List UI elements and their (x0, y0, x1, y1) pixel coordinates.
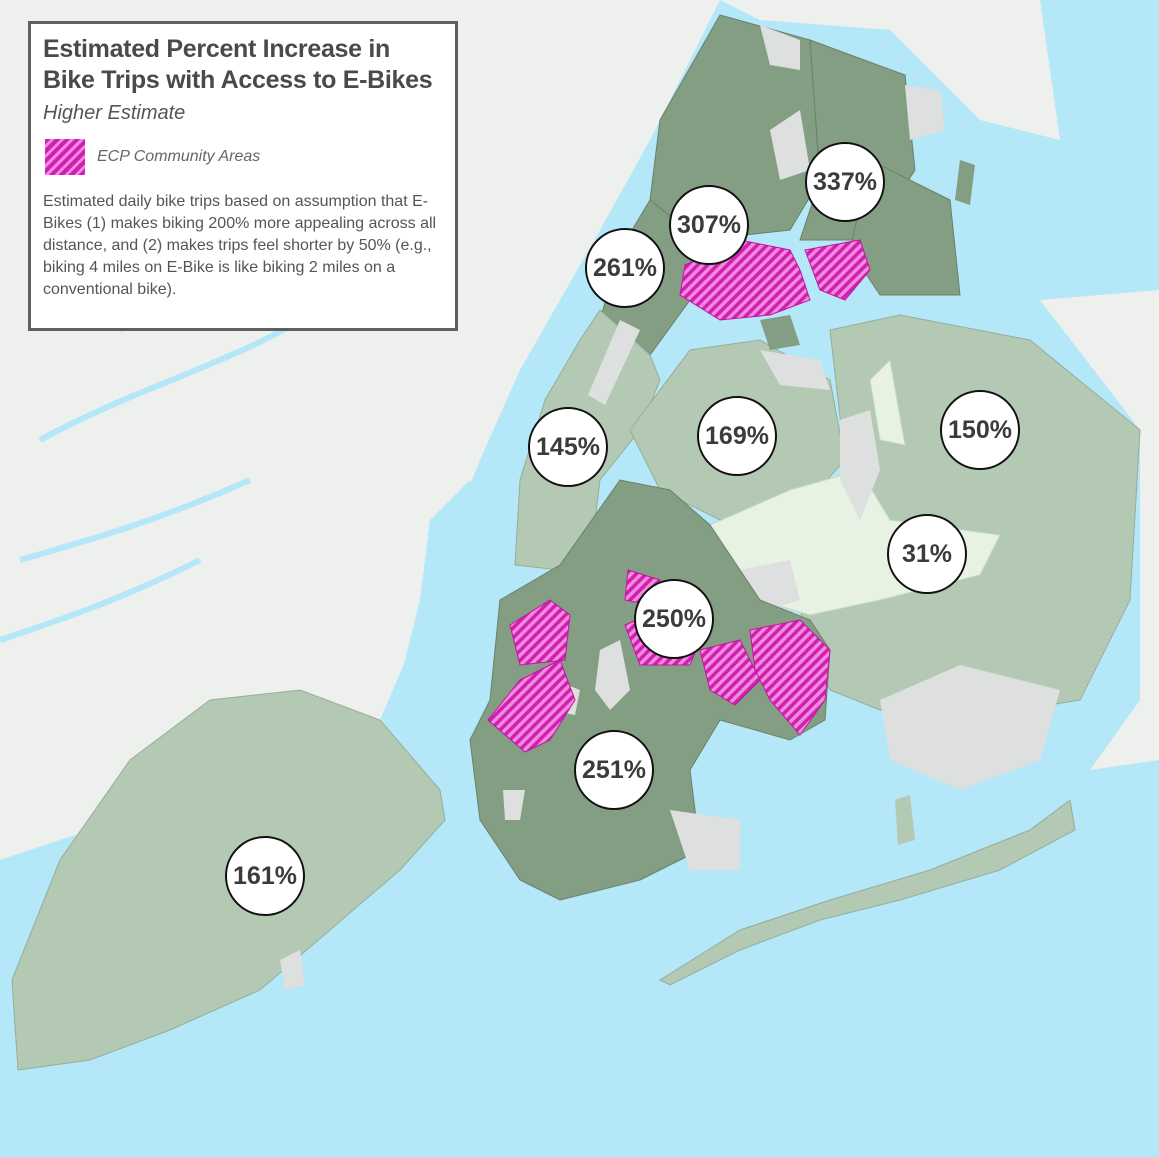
westchester-land (720, 0, 1060, 140)
legend-key-ecp: ECP Community Areas (43, 139, 441, 175)
bronx-no-data-c (770, 110, 810, 180)
ecp-hatch-swatch (45, 139, 85, 175)
central-park (588, 320, 640, 405)
value-bubble-brooklyn-south[interactable]: 251% (574, 730, 654, 810)
city-island (955, 160, 975, 205)
bronx-no-data-b (905, 85, 945, 140)
legend-title-line2: Bike Trips with Access to E-Bikes (43, 66, 433, 94)
value-bubble-queens-north[interactable]: 150% (940, 390, 1020, 470)
rockaway-peninsula (658, 799, 1076, 986)
laguardia-no-data (760, 350, 830, 390)
staten-no-data (280, 950, 305, 990)
newark-bay (400, 480, 490, 700)
value-bubble-bronx-west[interactable]: 261% (585, 228, 665, 308)
value-bubble-queens-west[interactable]: 169% (697, 396, 777, 476)
brooklyn-no-data-c (503, 790, 525, 820)
jfk-no-data (880, 665, 1060, 790)
legend-note: Estimated daily bike trips based on assu… (43, 193, 437, 298)
value-bubble-queens-central[interactable]: 31% (887, 514, 967, 594)
rikers-island (760, 315, 800, 350)
bronx-no-data-a (760, 25, 800, 70)
ecp-area-brooklyn-sunset[interactable] (487, 659, 576, 753)
brooklyn-high (469, 479, 831, 901)
value-bubble-staten-island[interactable]: 161% (225, 836, 305, 916)
broad-channel-island (895, 795, 915, 845)
ecp-area-brooklyn-west[interactable] (509, 599, 571, 666)
value-bubble-bronx-east[interactable]: 337% (805, 142, 885, 222)
flushing-no-data (840, 410, 880, 520)
value-bubble-manhattan[interactable]: 145% (528, 407, 608, 487)
legend-subtitle: Higher Estimate (43, 102, 186, 124)
legend-key-label: ECP Community Areas (97, 148, 261, 165)
long-island-land (1040, 290, 1159, 770)
map-legend: Estimated Percent Increase in Bike Trips… (28, 21, 458, 331)
ecp-area-bronx-east[interactable] (804, 239, 871, 301)
value-bubble-bronx-central[interactable]: 307% (669, 185, 749, 265)
queens-low-b (869, 358, 906, 446)
prospect-park (595, 640, 630, 710)
ecp-area-brooklyn-east[interactable] (699, 619, 831, 736)
legend-title-line1: Estimated Percent Increase in (43, 35, 391, 63)
value-bubble-brooklyn-north[interactable]: 250% (634, 579, 714, 659)
brooklyn-no-data-d (670, 810, 740, 870)
